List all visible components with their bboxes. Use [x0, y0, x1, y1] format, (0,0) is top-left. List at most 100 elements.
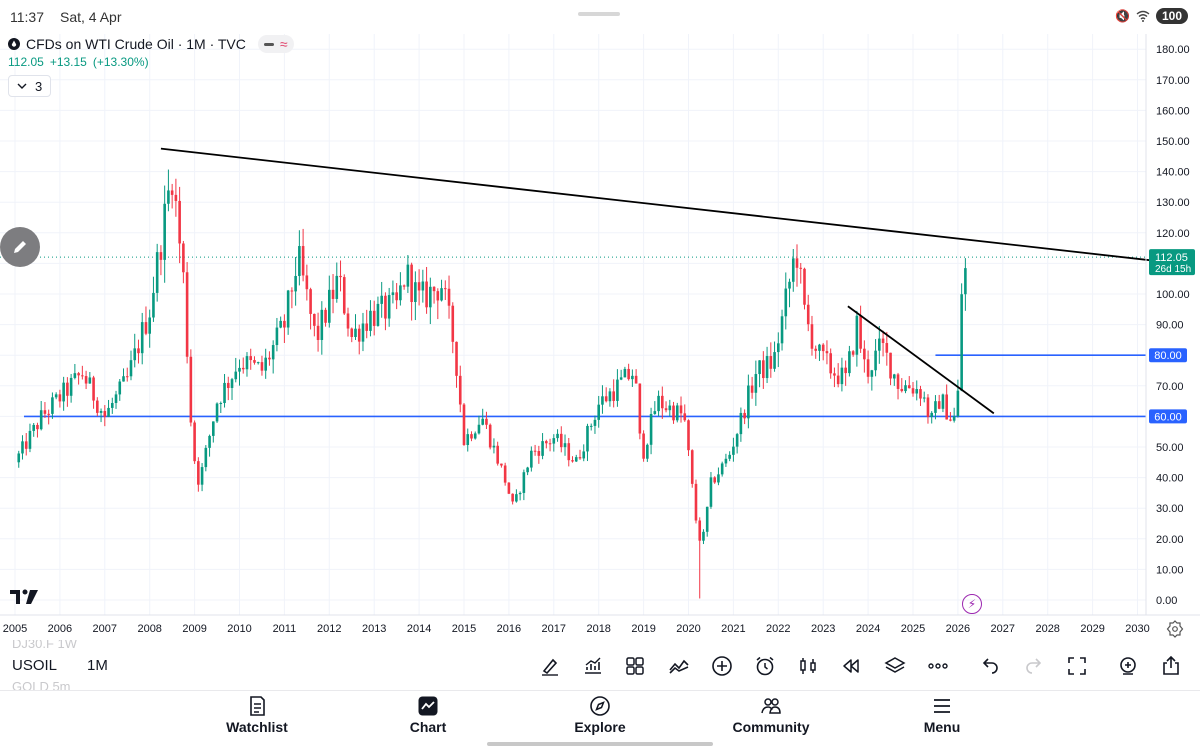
legend-status-pill[interactable]: ≈ — [257, 35, 294, 53]
candle — [481, 408, 485, 426]
trendline — [160, 147, 1179, 265]
candle — [69, 373, 73, 403]
candle — [208, 434, 211, 457]
candle — [601, 385, 604, 414]
drag-handle[interactable] — [578, 12, 620, 16]
next-symbol[interactable]: GOLD 5m — [12, 679, 71, 690]
brush-button[interactable] — [538, 654, 562, 678]
candle — [623, 366, 627, 378]
candle — [859, 305, 862, 353]
candle — [118, 379, 122, 401]
bar-style-button[interactable] — [796, 654, 820, 678]
candle — [290, 287, 294, 309]
candle — [230, 377, 234, 400]
candle — [705, 506, 709, 537]
candle — [455, 341, 458, 388]
add-button[interactable] — [710, 654, 734, 678]
undo-button[interactable] — [978, 654, 1002, 678]
nav-menu[interactable]: Menu — [882, 695, 1002, 735]
nav-watchlist[interactable]: Watchlist — [197, 695, 317, 735]
candle — [268, 351, 271, 366]
more-button[interactable] — [926, 654, 950, 678]
price-tick-label: 140.00 — [1156, 167, 1190, 179]
replay-icon — [843, 659, 859, 673]
price-tick-label: 70.00 — [1156, 381, 1184, 393]
battery-indicator: 100 — [1155, 8, 1188, 24]
candle — [571, 456, 574, 463]
candle — [320, 301, 324, 355]
alert-button[interactable] — [753, 654, 777, 678]
home-indicator[interactable] — [487, 742, 713, 746]
share-button[interactable] — [1159, 654, 1183, 678]
candle — [200, 463, 204, 492]
candle — [642, 430, 645, 462]
redo-button[interactable] — [1022, 654, 1046, 678]
fullscreen-button[interactable] — [1065, 654, 1089, 678]
symbol-title[interactable]: CFDs on WTI Crude Oil · 1M · TVC — [26, 36, 246, 52]
candle — [241, 357, 245, 374]
candle — [922, 391, 926, 403]
price-chart[interactable]: 180.00 170.00 160.00 150.00 140.00 130.00 120.… — [0, 0, 1200, 640]
layers-button[interactable] — [883, 654, 907, 678]
layouts-icon — [626, 657, 644, 675]
time-tick-label: 2022 — [766, 623, 790, 635]
candle — [892, 373, 896, 386]
candle — [294, 257, 297, 306]
candle — [380, 281, 383, 318]
replay-button[interactable] — [839, 654, 863, 678]
candle — [28, 423, 32, 453]
fullscreen-icon — [1068, 657, 1086, 675]
candle — [133, 333, 137, 368]
layouts-button[interactable] — [623, 654, 647, 678]
symbol-name[interactable]: USOIL — [12, 657, 58, 674]
candle — [440, 279, 443, 302]
candle — [54, 392, 58, 400]
candle — [937, 394, 941, 410]
nav-community[interactable]: Community — [711, 695, 831, 735]
nav-label-explore: Explore — [574, 719, 626, 735]
status-icons: 🔇 100 — [1115, 8, 1188, 24]
candle — [354, 314, 357, 340]
symbol-switcher[interactable]: DJ30.F 1W USOIL 1M GOLD 5m — [0, 640, 200, 690]
nav-chart[interactable]: Chart — [368, 695, 488, 735]
candle — [507, 482, 511, 495]
candle — [960, 283, 963, 392]
flash-icon[interactable]: ⚡ — [962, 594, 982, 614]
candle — [949, 412, 952, 422]
candle — [488, 423, 492, 450]
layers-icon — [884, 657, 906, 673]
price-tick-label: 0.00 — [1156, 595, 1177, 607]
candle — [679, 396, 683, 423]
indicators-button[interactable] — [581, 654, 605, 678]
candle — [765, 346, 769, 384]
nav-explore[interactable]: Explore — [540, 695, 660, 735]
interval-name[interactable]: 1M — [87, 657, 108, 674]
candle — [855, 310, 859, 367]
candle — [515, 489, 518, 503]
indicators-toggle-button[interactable]: 3 — [8, 75, 52, 97]
candle — [552, 434, 556, 452]
candle — [851, 350, 855, 357]
price-tick-label: 10.00 — [1156, 564, 1184, 576]
candle — [612, 379, 615, 408]
candle — [421, 269, 425, 303]
time-tick-label: 2015 — [452, 623, 476, 635]
candle — [754, 360, 758, 406]
candle — [627, 363, 630, 381]
level-price-label: 80.00 — [1149, 348, 1187, 363]
price-axis: 180.00 170.00 160.00 150.00 140.00 130.00 120.… — [1156, 44, 1190, 607]
tradingview-logo[interactable] — [10, 588, 40, 606]
prev-symbol[interactable]: DJ30.F 1W — [12, 640, 78, 651]
drawing-mode-button[interactable] — [0, 227, 40, 267]
candle — [219, 401, 223, 413]
chart-legend[interactable]: CFDs on WTI Crude Oil · 1M · TVC ≈ — [8, 34, 294, 54]
candle — [174, 178, 178, 217]
candle — [631, 369, 634, 387]
compare-button[interactable] — [667, 654, 691, 678]
zoom-in-button[interactable] — [1116, 654, 1140, 678]
chart-settings-icon[interactable] — [1166, 620, 1184, 638]
candle — [391, 280, 395, 304]
candle — [447, 275, 451, 319]
candle — [432, 286, 436, 304]
candle — [313, 313, 316, 337]
